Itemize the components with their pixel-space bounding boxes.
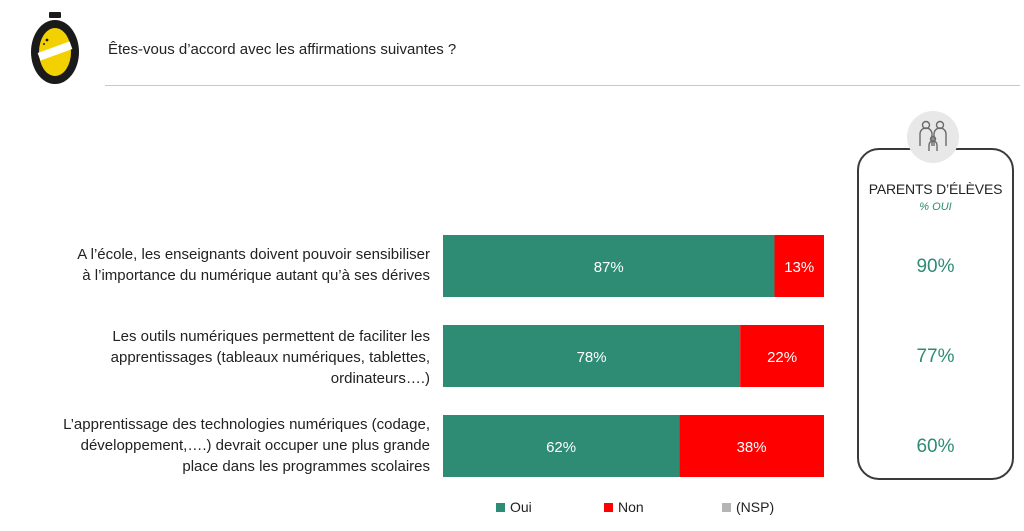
row-label: L’apprentissage des technologies numériq… — [0, 414, 430, 477]
bar-value-label: 13% — [784, 259, 814, 276]
row-label: Les outils numériques permettent de faci… — [0, 326, 430, 389]
bar-oui — [443, 325, 741, 387]
survey-question: Êtes-vous d’accord avec les affirmations… — [108, 41, 457, 58]
row-label-line: développement,….) devrait occuper une pl… — [80, 437, 430, 454]
legend-label: Oui — [510, 499, 532, 515]
parents-children-icon — [907, 111, 959, 163]
bar-value-label: 78% — [577, 349, 607, 366]
brand-logo — [31, 12, 79, 84]
row-label-line: à l’importance du numérique autant qu’à … — [82, 267, 430, 284]
header-divider — [105, 85, 1020, 86]
legend-item-non: Non — [604, 499, 644, 515]
legend-label: Non — [618, 499, 644, 515]
panel-value: 77% — [916, 346, 955, 367]
bar-oui — [443, 415, 680, 477]
panel-subtitle: % OUI — [919, 201, 952, 213]
panel-value: 90% — [916, 256, 955, 277]
bar-value-label: 87% — [594, 259, 624, 276]
bar-non — [740, 325, 824, 387]
row-label-line: place dans les programmes scolaires — [182, 458, 430, 475]
row-label-line: L’apprentissage des technologies numériq… — [63, 416, 430, 433]
legend-swatch — [722, 503, 731, 512]
row-label: A l’école, les enseignants doivent pouvo… — [0, 244, 430, 286]
panel-title: PARENTS D’ÉLÈVES — [868, 181, 1003, 197]
legend-swatch — [496, 503, 505, 512]
legend-swatch — [604, 503, 613, 512]
row-label-line: apprentissages (tableaux numériques, tab… — [110, 349, 430, 366]
panel-value: 60% — [916, 436, 955, 457]
legend-label: (NSP) — [736, 499, 775, 515]
bar-non — [774, 235, 824, 297]
bar-non — [679, 415, 824, 477]
row-label-line: Les outils numériques permettent de faci… — [112, 328, 430, 345]
bar-value-label: 22% — [767, 349, 797, 366]
bar-value-label: 62% — [546, 439, 576, 456]
row-label-line: A l’école, les enseignants doivent pouvo… — [77, 246, 430, 263]
bar-oui — [443, 235, 775, 297]
row-label-line: ordinateurs….) — [330, 370, 430, 387]
parents-panel — [857, 148, 1014, 480]
bar-value-label: 38% — [737, 439, 767, 456]
legend-item-nsp: (NSP) — [722, 499, 774, 515]
legend-item-oui: Oui — [496, 499, 532, 515]
